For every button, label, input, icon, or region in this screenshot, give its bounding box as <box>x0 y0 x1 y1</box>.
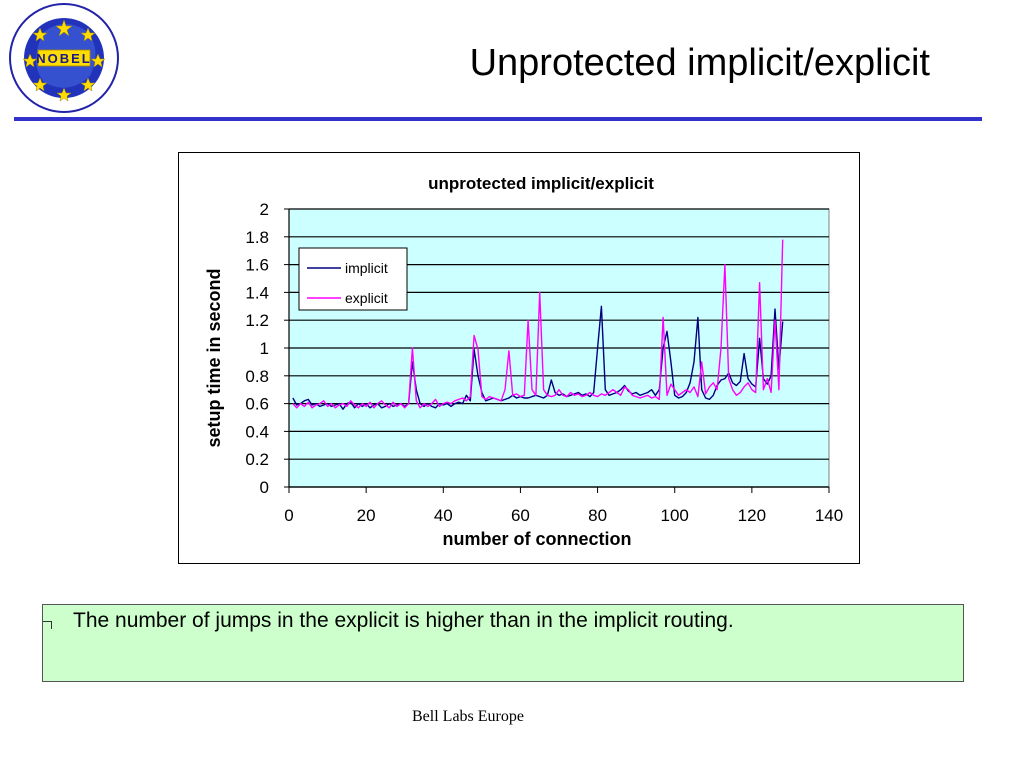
y-tick-label: 1.4 <box>245 283 269 302</box>
legend: implicit explicit <box>298 247 408 311</box>
page-title: Unprotected implicit/explicit <box>469 42 930 84</box>
legend-label-explicit: explicit <box>345 290 388 306</box>
y-tick-label: 2 <box>260 200 269 219</box>
x-tick-label: 40 <box>434 506 453 525</box>
x-tick-label: 140 <box>815 506 843 525</box>
series-line-implicit <box>292 305 784 410</box>
y-tick-label: 0.8 <box>245 367 269 386</box>
y-tick-label: 1.8 <box>245 228 269 247</box>
note-text: The number of jumps in the explicit is h… <box>73 609 734 632</box>
y-axis-label: setup time in second <box>204 268 224 447</box>
legend-label-implicit: implicit <box>345 260 388 276</box>
x-tick-label: 80 <box>588 506 607 525</box>
note-box: The number of jumps in the explicit is h… <box>42 604 964 682</box>
chart-title: unprotected implicit/explicit <box>428 174 654 193</box>
y-tick-label: 0.2 <box>245 450 269 469</box>
legend-box <box>298 247 408 311</box>
line-chart: unprotected implicit/explicit 0 0.2 0.4 0.6 0… <box>204 174 843 549</box>
y-tick-label: 0 <box>260 478 269 497</box>
bullet-icon <box>43 621 52 629</box>
logo-wordmark: NOBEL <box>36 51 92 66</box>
y-tick-label: 0.6 <box>245 395 269 414</box>
y-tick-label: 1 <box>260 339 269 358</box>
y-tick-label: 1.2 <box>245 311 269 330</box>
x-tick-label: 60 <box>511 506 530 525</box>
footer-text: Bell Labs Europe <box>412 708 524 725</box>
x-tick-label: 100 <box>661 506 689 525</box>
x-tick-label: 120 <box>738 506 766 525</box>
nobel-logo: NOBEL <box>9 3 119 113</box>
x-axis-label: number of connection <box>443 529 632 549</box>
y-tick-label: 0.4 <box>245 422 269 441</box>
x-tick-label: 20 <box>357 506 376 525</box>
chart-frame: unprotected implicit/explicit 0 0.2 0.4 0.6 0… <box>178 152 860 564</box>
series-line-explicit <box>292 239 784 409</box>
x-tick-label: 0 <box>284 506 293 525</box>
y-tick-label: 1.6 <box>245 256 269 275</box>
title-divider <box>14 117 982 121</box>
